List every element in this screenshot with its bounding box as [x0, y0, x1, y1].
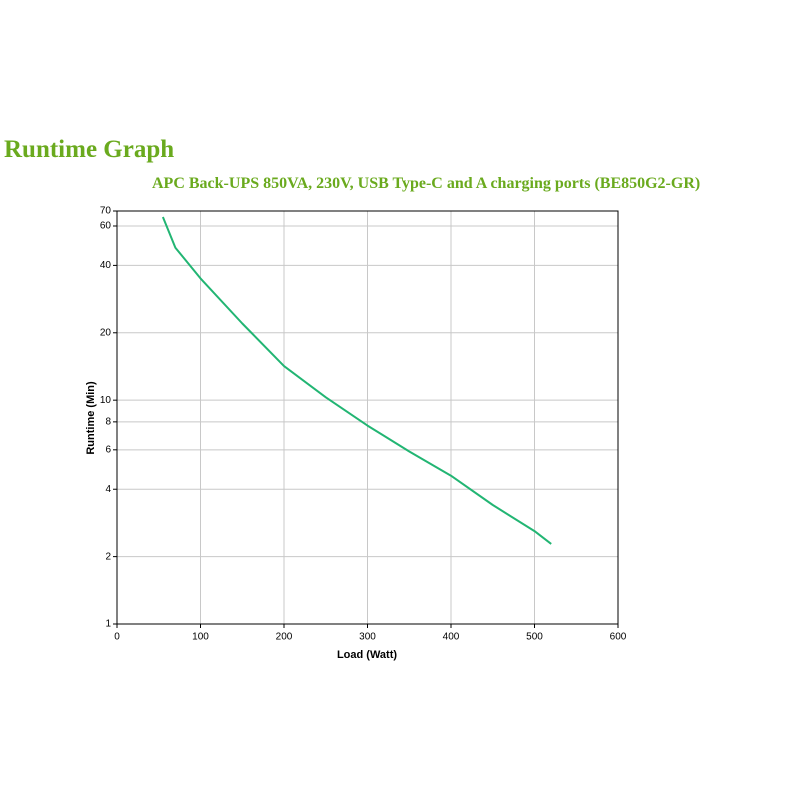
y-tick-label: 8: [105, 416, 111, 427]
x-tick-label: 100: [192, 632, 209, 643]
y-tick-label: 6: [105, 444, 111, 455]
y-tick-label: 2: [105, 551, 111, 562]
x-tick-label: 600: [610, 632, 627, 643]
x-tick-label: 0: [114, 632, 120, 643]
x-tick-label: 400: [443, 632, 460, 643]
y-axis-label: Runtime (Min): [85, 381, 97, 455]
y-tick-label: 60: [100, 221, 112, 232]
x-tick-label: 200: [276, 632, 293, 643]
x-tick-label: 300: [359, 632, 376, 643]
x-tick-label: 500: [526, 632, 543, 643]
y-tick-label: 20: [100, 327, 112, 338]
x-axis-label: Load (Watt): [337, 649, 397, 661]
y-tick-label: 40: [100, 260, 112, 271]
y-tick-label: 4: [105, 484, 111, 495]
chart-subtitle: APC Back-UPS 850VA, 230V, USB Type-C and…: [152, 175, 700, 192]
runtime-line: [161, 216, 552, 545]
y-tick-label: 70: [100, 206, 112, 217]
plot-frame: [116, 210, 619, 625]
y-tick-label: 10: [100, 395, 112, 406]
chart-title: Runtime Graph: [4, 136, 174, 163]
y-tick-label: 1: [105, 619, 111, 630]
